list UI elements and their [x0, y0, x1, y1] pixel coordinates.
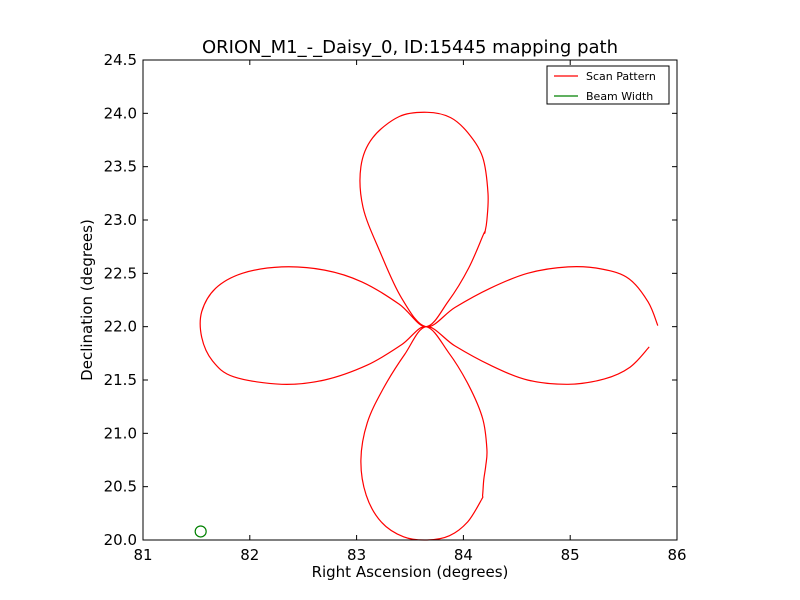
legend-beam-width-label: Beam Width	[586, 90, 653, 103]
x-tick-label: 85	[561, 546, 580, 564]
x-axis-ticks: 81 82 83 84 85 86	[133, 60, 687, 564]
y-tick-label: 20.5	[104, 478, 137, 496]
chart-title: ORION_M1_-_Daisy_0, ID:15445 mapping pat…	[202, 37, 618, 58]
y-tick-label: 24.0	[104, 104, 137, 122]
y-axis-label: Declination (degrees)	[78, 219, 96, 381]
x-tick-label: 86	[667, 546, 686, 564]
legend-box	[546, 65, 670, 105]
y-axis-ticks: 20.0 20.5 21.0 21.5 22.0 22.5 23.0 23.5 24.0 24.5	[104, 51, 677, 549]
y-tick-label: 21.5	[104, 371, 137, 389]
y-tick-label: 22.5	[104, 264, 137, 282]
y-tick-label: 21.0	[104, 424, 137, 442]
x-axis-label: Right Ascension (degrees)	[312, 563, 509, 581]
y-tick-label: 23.5	[104, 158, 137, 176]
y-tick-label: 23.0	[104, 211, 137, 229]
legend-scan-pattern-label: Scan Pattern	[586, 70, 656, 83]
x-tick-label: 84	[454, 546, 473, 564]
x-tick-label: 82	[240, 546, 259, 564]
x-tick-label: 81	[133, 546, 152, 564]
y-tick-label: 20.0	[104, 531, 137, 549]
plot-frame	[142, 59, 678, 541]
beam-width-marker	[194, 525, 207, 538]
plot-area	[194, 111, 659, 541]
y-tick-label: 24.5	[104, 51, 137, 69]
x-tick-label: 83	[347, 546, 366, 564]
legend: Scan Pattern Beam Width	[546, 65, 670, 105]
scan-pattern-line	[199, 111, 659, 541]
y-tick-label: 22.0	[104, 318, 137, 336]
